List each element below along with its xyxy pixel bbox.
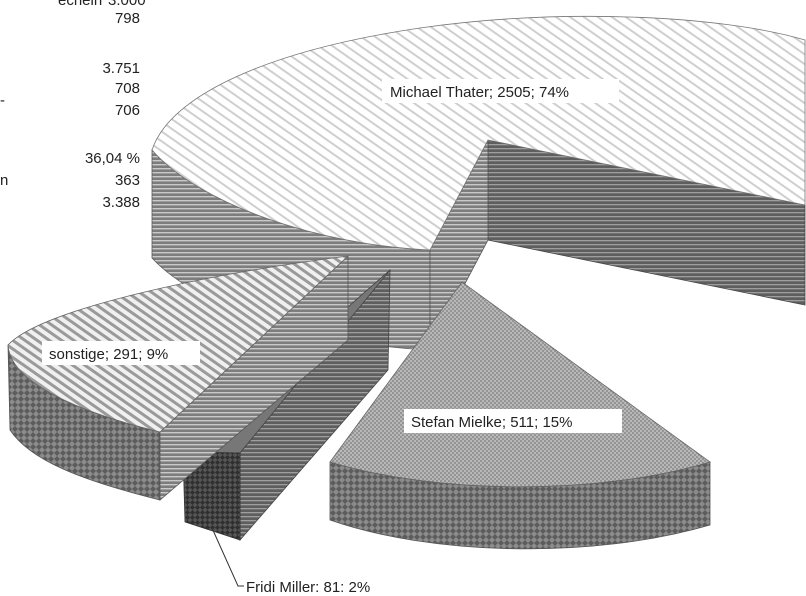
slice-stefan-mielke xyxy=(329,281,711,550)
table-value-5: 36,04 % xyxy=(84,150,140,167)
label-sonstige: sonstige; 291; 9% xyxy=(42,341,200,365)
table-value-6: 363 xyxy=(114,172,140,189)
label-stefan-mielke: Stefan Mielke; 511; 15% xyxy=(404,409,622,433)
label-michael-thater-text: Michael Thater; 2505; 74% xyxy=(390,84,569,101)
table-cut-value-1: 3.000 xyxy=(108,0,146,9)
table-cut-text-3: n xyxy=(0,172,9,189)
table-cut-text-1: ecnein xyxy=(58,0,103,9)
label-stefan-mielke-text: Stefan Mielke; 511; 15% xyxy=(411,414,572,431)
table-cut-text-2: - xyxy=(0,92,5,109)
slice-michael-thater-top xyxy=(151,15,806,251)
table-value-1: 798 xyxy=(114,10,140,27)
slice-fridi-miller-front xyxy=(182,451,241,541)
table-value-4: 706 xyxy=(114,102,140,119)
table-value-7: 3.388 xyxy=(102,194,140,211)
label-fridi-miller-text: Fridi Miller: 81: 2% xyxy=(246,579,370,596)
slice-stefan-mielke-top xyxy=(329,281,711,488)
left-data-table: ecnein 3.000 798 3.751 708 - 706 36,04 %… xyxy=(0,0,146,230)
fridi-miller-leader-line xyxy=(211,527,244,587)
label-michael-thater: Michael Thater; 2505; 74% xyxy=(382,79,619,103)
label-sonstige-text: sonstige; 291; 9% xyxy=(49,346,168,363)
table-value-3: 708 xyxy=(114,80,140,97)
table-value-2: 3.751 xyxy=(102,60,140,77)
